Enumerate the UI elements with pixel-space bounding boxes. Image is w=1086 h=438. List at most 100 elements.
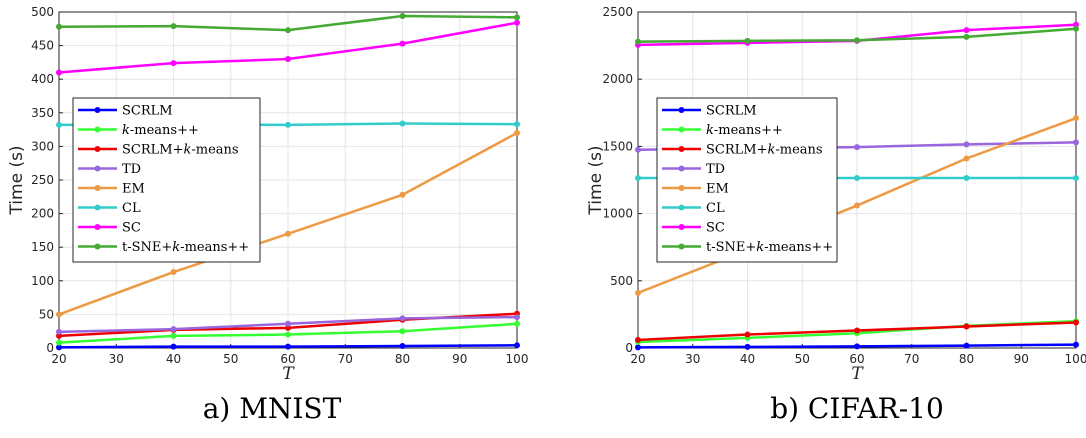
legend-label: SC [706,221,725,236]
data-point [399,315,406,322]
data-point [399,13,406,20]
data-point [854,174,860,181]
data-point [854,37,860,44]
data-point [514,320,520,327]
x-tick-label: 40 [740,352,755,366]
data-point [56,344,62,351]
x-tick-label: 50 [795,352,810,366]
data-point [399,120,406,127]
data-point [56,23,62,30]
x-tick-label: 80 [395,352,410,366]
data-point [514,14,520,21]
data-point [514,19,520,26]
x-tick-label: 80 [959,352,974,366]
data-point [399,191,406,198]
x-tick-label: 100 [506,352,529,366]
data-point [854,327,860,334]
x-tick-label: 60 [280,352,295,366]
data-point [285,343,291,350]
data-point [854,144,860,151]
x-tick-label: 40 [166,352,181,366]
legend-label: TD [706,162,725,177]
legend-label: SCRLM+k-means [122,143,239,158]
data-point [1073,341,1079,348]
x-tick-label: 70 [904,352,919,366]
y-tick-label: 300 [31,139,54,153]
chart-2: 20 30 40 50 60 70 80 90 10005001000150020002500T… [586,5,1086,425]
legend: SCRLM k-means++ SCRLM+k-means TD EM CL SC t-SNE… [656,97,838,263]
legend-label: SCRLM+k-means [706,143,823,158]
data-point [285,121,291,128]
data-point [963,141,970,148]
x-tick-label: 70 [338,352,353,366]
x-tick-label: 90 [1014,352,1029,366]
data-point [285,56,291,63]
legend-swatch-marker [94,126,101,133]
y-tick-label: 400 [31,72,54,86]
legend-swatch-marker [94,107,101,113]
y-tick-label: 2500 [602,5,633,19]
data-point [285,230,291,237]
data-point [1073,174,1079,181]
y-tick-label: 350 [31,106,54,120]
data-point [963,323,970,330]
x-tick-label: 20 [51,352,66,366]
x-tick-label: 20 [630,352,645,366]
chart-caption: a) MNIST [203,392,342,425]
chart-1: 20 30 40 50 60 70 80 90 100 0 50 100 150 200 250 300 350… [7,5,528,425]
data-point [854,202,860,209]
y-tick-label: 50 [39,307,54,321]
y-axis-label: Time (s) [7,145,27,215]
data-point [744,37,751,44]
data-point [744,331,751,338]
y-tick-label: 200 [31,207,54,221]
legend-label: t-SNE+k-means++ [122,240,249,255]
x-tick-label: 90 [452,352,467,366]
data-point [399,342,406,349]
data-point [514,121,520,128]
y-tick-label: 500 [610,274,633,288]
data-point [635,336,641,343]
y-axis-label: Time (s) [586,145,606,215]
legend-swatch-marker [678,204,685,211]
data-point [963,155,970,162]
legend-swatch-marker [678,185,685,191]
data-point [963,33,970,40]
data-point [963,27,970,34]
y-tick-label: 0 [625,341,633,355]
legend-swatch-marker [678,146,685,152]
legend-label: k-means++ [122,123,199,138]
x-axis-label: T [851,364,864,384]
y-tick-label: 0 [46,341,54,355]
y-tick-label: 250 [31,173,54,187]
legend-label: TD [122,162,141,177]
data-point [514,342,520,349]
data-point [56,69,62,76]
data-point [170,269,177,276]
y-tick-label: 1500 [602,139,633,153]
data-point [170,23,177,30]
x-tick-label: 50 [223,352,238,366]
legend-swatch-marker [94,204,101,211]
data-point [285,331,291,338]
y-tick-label: 100 [31,274,54,288]
data-point [56,328,62,335]
legend-swatch-marker [678,165,685,172]
y-tick-label: 150 [31,240,54,254]
legend-swatch-marker [94,243,101,250]
legend-label: EM [122,182,145,197]
legend-swatch-marker [94,146,101,152]
x-tick-label: 100 [1065,352,1086,366]
y-tick-label: 2000 [602,72,633,86]
legend-label: CL [706,201,725,216]
data-point [56,311,62,318]
x-axis-label: T [282,364,295,384]
legend-label: SCRLM [122,104,173,119]
data-point [963,174,970,181]
data-point [170,60,177,67]
legend-label: k-means++ [706,123,783,138]
data-point [635,146,641,153]
data-point [1073,115,1079,122]
data-point [854,343,860,350]
data-point [1073,25,1079,32]
